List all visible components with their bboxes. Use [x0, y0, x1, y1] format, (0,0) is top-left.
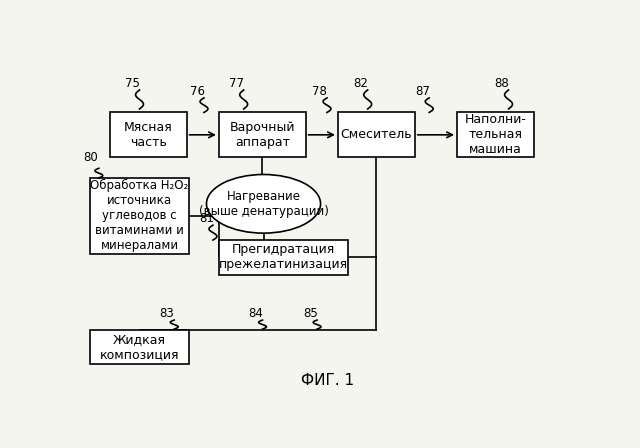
Text: Жидкая
композиция: Жидкая композиция — [100, 333, 179, 361]
Text: 85: 85 — [303, 307, 318, 320]
Text: 77: 77 — [228, 77, 244, 90]
Text: 82: 82 — [353, 77, 367, 90]
FancyBboxPatch shape — [457, 112, 534, 157]
Text: 81: 81 — [199, 211, 214, 224]
Text: Мясная
часть: Мясная часть — [124, 121, 173, 149]
Text: ФИГ. 1: ФИГ. 1 — [301, 373, 355, 388]
Text: 88: 88 — [494, 77, 509, 90]
Text: 76: 76 — [190, 85, 205, 98]
Text: Варочный
аппарат: Варочный аппарат — [230, 121, 295, 149]
FancyBboxPatch shape — [219, 112, 306, 157]
Text: 84: 84 — [249, 307, 264, 320]
Text: Прегидратация
прежелатинизация: Прегидратация прежелатинизация — [219, 243, 348, 271]
Text: 75: 75 — [125, 77, 140, 90]
Text: Нагревание
(выше денатурации): Нагревание (выше денатурации) — [198, 190, 328, 218]
Text: 83: 83 — [159, 307, 174, 320]
Text: Обработка H₂O₂
источника
углеводов с
витаминами и
минералами: Обработка H₂O₂ источника углеводов с вит… — [90, 179, 189, 252]
Text: 80: 80 — [84, 151, 99, 164]
FancyBboxPatch shape — [219, 240, 348, 275]
Ellipse shape — [207, 174, 321, 233]
FancyBboxPatch shape — [110, 112, 187, 157]
FancyBboxPatch shape — [338, 112, 415, 157]
Text: 78: 78 — [312, 85, 327, 98]
FancyBboxPatch shape — [90, 330, 189, 364]
Text: Смеситель: Смеситель — [340, 128, 412, 141]
Text: 87: 87 — [415, 85, 429, 98]
Text: Наполни-
тельная
машина: Наполни- тельная машина — [465, 113, 526, 156]
FancyBboxPatch shape — [90, 178, 189, 254]
